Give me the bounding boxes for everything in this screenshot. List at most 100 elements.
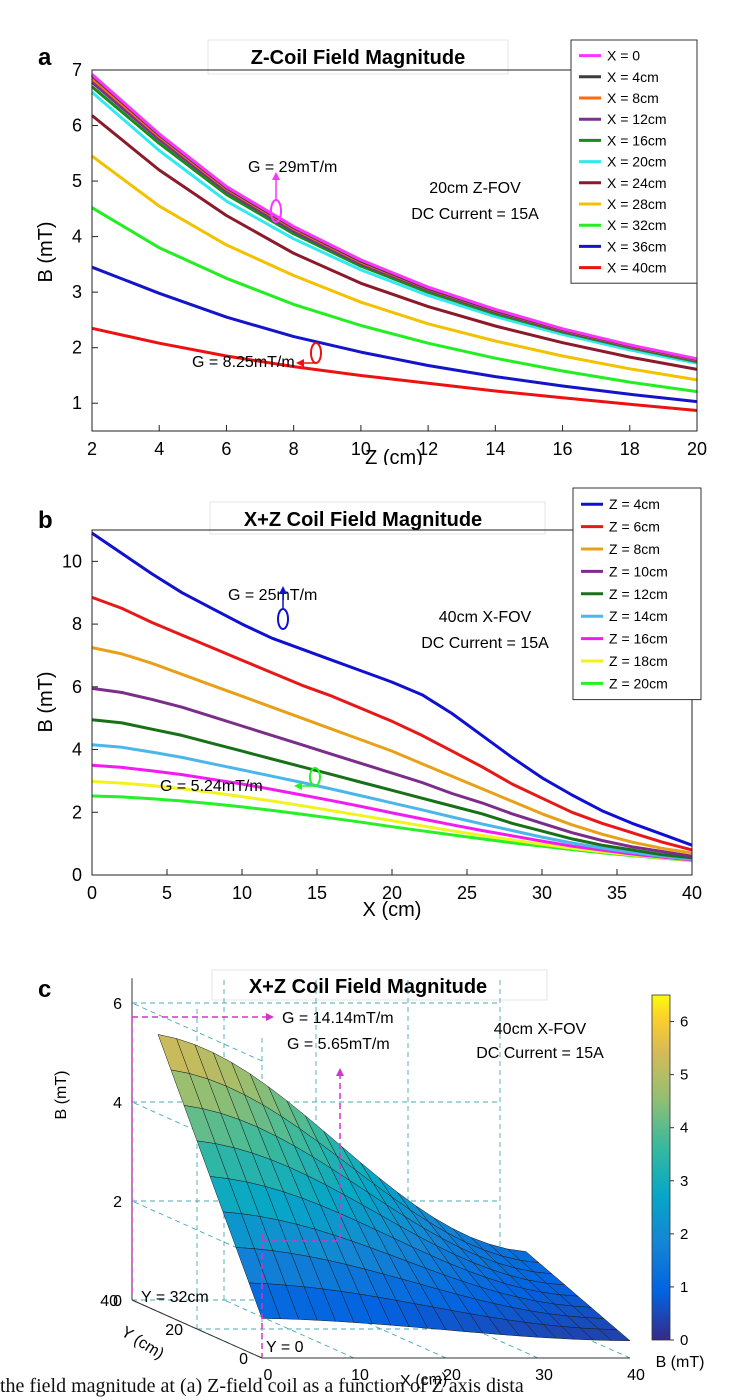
- panel-c-ztick-label: 2: [113, 1194, 122, 1211]
- panel-b-series-line-5: [91, 743, 693, 861]
- panel-c-colorbar-tick-label: 1: [680, 1279, 688, 1296]
- panel-b-legend-entry: Z = 18cm: [609, 653, 668, 669]
- panel-a-xtick-label: 16: [553, 439, 573, 459]
- panel-b-legend-entry: Z = 6cm: [609, 519, 660, 535]
- panel-c-surface-patch: [248, 1282, 281, 1320]
- panel-c-surface: [157, 1034, 631, 1341]
- panel-b-xtick-label: 35: [607, 883, 627, 903]
- panel-a-series-line-6: [91, 114, 698, 371]
- panel-a-title: Z-Coil Field Magnitude: [251, 47, 465, 69]
- panel-a-legend-entry: X = 24cm: [607, 175, 667, 191]
- panel-a-xtick-label: 2: [87, 439, 97, 459]
- panel-a-legend-entry: X = 28cm: [607, 196, 667, 212]
- panel-b-gradient-marker-top: [277, 586, 289, 630]
- panel-a-xtick-label: 12: [418, 439, 438, 459]
- panel-c-zlabel: B (mT): [53, 1071, 70, 1120]
- panel-a-title-box: [207, 39, 509, 75]
- panel-c-y-top-label: Y = 32cm: [141, 1289, 209, 1306]
- panel-c-colorbar-tick-label: 4: [680, 1120, 688, 1137]
- panel-a-ytick-label: 7: [72, 60, 82, 80]
- panel-b-series-line-0: [91, 531, 693, 847]
- figure-caption: the field magnitude at (a) Z-field coil …: [0, 1375, 524, 1397]
- panel-b-letter: b: [38, 507, 53, 534]
- panel-c-xtick-label: 10: [351, 1367, 369, 1384]
- panel-c-colorbar-tick-label: 2: [680, 1226, 688, 1243]
- panel-b-ytick-label: 6: [72, 677, 82, 697]
- panel-b-ylabel: B (mT): [35, 671, 57, 732]
- panel-a-legend-entry: X = 36cm: [607, 238, 667, 254]
- panel-a-xtick-label: 14: [485, 439, 505, 459]
- panel-a-legend-entry: X = 0: [607, 48, 640, 64]
- panel-b-xtick-label: 20: [382, 883, 402, 903]
- panel-a-series-line-0: [91, 73, 698, 361]
- panel-a-ytick-label: 1: [72, 393, 82, 413]
- panel-a-series-line-7: [91, 154, 698, 382]
- panel-a-legend-entry: X = 20cm: [607, 154, 667, 170]
- panel-b-series-line-1: [91, 595, 693, 852]
- panel-a-legend-entry: X = 40cm: [607, 260, 667, 276]
- panel-a-ytick-label: 6: [72, 116, 82, 136]
- panel-c-colorbar-tick-label: 5: [680, 1067, 688, 1084]
- panel-a-letter: a: [38, 44, 52, 71]
- panel-c-colorbar: [651, 994, 671, 1341]
- panel-b-ytick-label: 10: [62, 551, 82, 571]
- panel-c-xtick-label: 20: [443, 1367, 461, 1384]
- panel-b-legend: Z = 4cm Z = 6cm Z = 8cm Z = 10cm Z = 12cm Z =…: [572, 487, 702, 701]
- panel-c-g2: G = 5.65mT/m: [287, 1036, 390, 1053]
- panel-c-y-bottom-label: Y = 0: [266, 1339, 304, 1356]
- panel-a-ytick-label: 3: [72, 282, 82, 302]
- panel-b-xlabel: X (cm): [363, 899, 422, 920]
- panel-c-xtick-label: 40: [627, 1367, 645, 1384]
- panel-c-note1: 40cm X-FOV: [494, 1021, 587, 1038]
- panel-c-colorbar-tick-label: 0: [680, 1332, 688, 1349]
- panel-c-g1: G = 14.14mT/m: [282, 1010, 394, 1027]
- panel-a-g-top: G = 29mT/m: [248, 159, 337, 176]
- panel-a-legend-entry: X = 4cm: [607, 69, 659, 85]
- panel-b-chart: b X+Z Coil Field Magnitude 0 5 10 15 20 25 30 3…: [35, 487, 702, 920]
- panel-b-xtick-label: 25: [457, 883, 477, 903]
- panel-b-legend-entry: Z = 12cm: [609, 586, 668, 602]
- panel-a-series-line-8: [91, 206, 698, 394]
- panel-c-xtick-label: 30: [535, 1367, 553, 1384]
- panel-b-legend-entry: Z = 16cm: [609, 631, 668, 647]
- panel-c-ztick-label: 4: [113, 1095, 122, 1112]
- panel-b-xtick-label: 15: [307, 883, 327, 903]
- panel-b-ytick-label: 4: [72, 740, 82, 760]
- panel-a-xtick-label: 8: [289, 439, 299, 459]
- panel-b-gradient-marker-bottom: [294, 767, 321, 790]
- panel-c-guide-lines: [131, 1016, 341, 1357]
- panel-c-grid-line: [131, 1200, 263, 1260]
- panel-a-legend-entry: X = 12cm: [607, 111, 667, 127]
- panel-c-grid-line: [131, 1101, 263, 1161]
- panel-b-ytick-label: 2: [72, 802, 82, 822]
- panel-a-chart: a Z-Coil Field Magnitude 2 4 6 8 10 12 14 16 18 2…: [35, 39, 707, 465]
- panel-a-series-line-9: [91, 265, 698, 404]
- panel-b-g-bottom: G = 5.24mT/m: [160, 778, 263, 795]
- panel-c-title-box: [211, 969, 548, 1001]
- panel-b-xtick-label: 0: [87, 883, 97, 903]
- panel-a-ytick-label: 5: [72, 171, 82, 191]
- panel-b-series-line-6: [91, 763, 693, 862]
- panel-c-ylabel: Y (cm): [118, 1324, 167, 1363]
- panel-b-xtick-label: 10: [232, 883, 252, 903]
- panel-c-title: X+Z Coil Field Magnitude: [249, 976, 487, 998]
- panel-b-legend-entry: Z = 14cm: [609, 608, 668, 624]
- panel-c-ztick-label: 6: [113, 996, 122, 1013]
- panel-a-xtick-label: 20: [687, 439, 707, 459]
- panel-b-title-box: [209, 501, 546, 535]
- panel-b-title: X+Z Coil Field Magnitude: [244, 509, 482, 531]
- panel-b-note1: 40cm X-FOV: [439, 609, 532, 626]
- panel-a-xtick-label: 6: [221, 439, 231, 459]
- panel-a-xtick-label: 18: [620, 439, 640, 459]
- panel-b-series-line-2: [91, 646, 693, 855]
- panel-b-series-line-7: [91, 780, 693, 862]
- panel-b-legend-entry: Z = 4cm: [609, 496, 660, 512]
- panel-b-xtick-label: 40: [682, 883, 702, 903]
- panel-b-legend-entry: Z = 10cm: [609, 563, 668, 579]
- panel-a-xtick-label: 4: [154, 439, 164, 459]
- panel-c-xtick-label: 0: [264, 1367, 273, 1384]
- panel-b-series-line-4: [91, 718, 693, 860]
- panel-a-legend-entry: X = 32cm: [607, 217, 667, 233]
